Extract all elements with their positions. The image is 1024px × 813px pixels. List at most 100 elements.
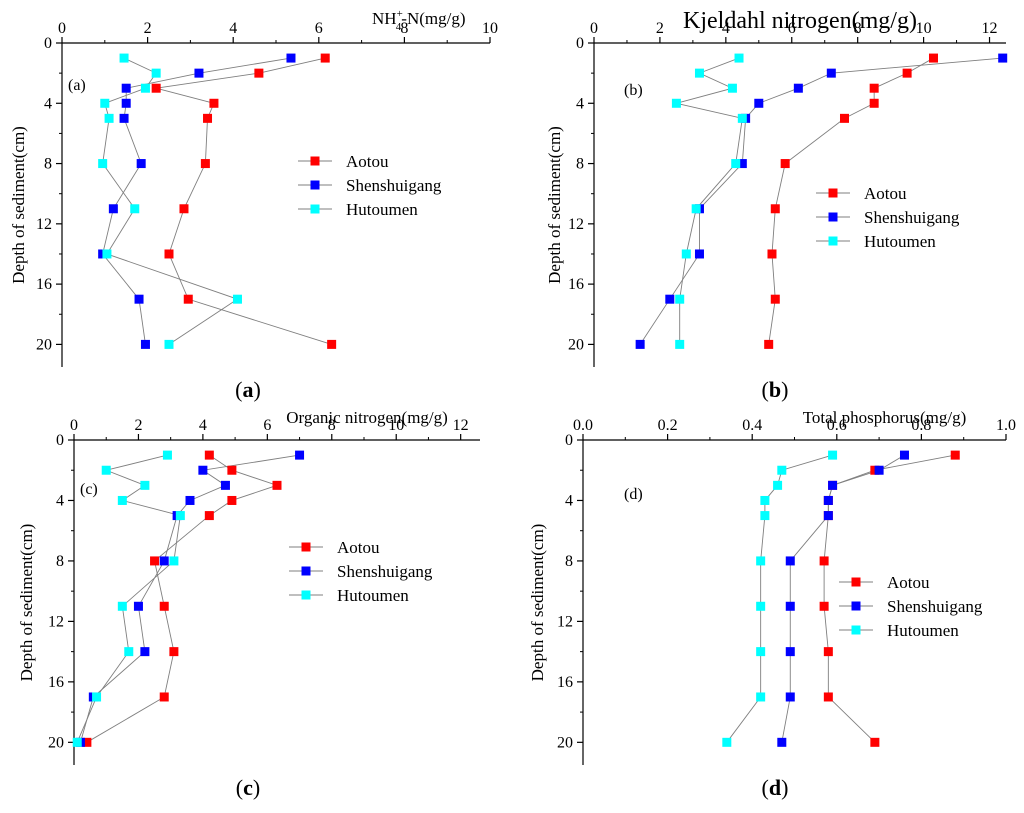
point-hutoumen: [164, 339, 174, 349]
x-tick-label: 12: [453, 417, 469, 434]
point-aotou: [870, 737, 880, 747]
point-aotou: [169, 647, 179, 657]
y-tick-label: 16: [36, 276, 52, 293]
panel-tag: (d): [624, 486, 643, 503]
point-aotou: [82, 737, 92, 747]
point-hutoumen: [117, 601, 127, 611]
legend-swatch-shenshuigang: [851, 601, 861, 611]
point-aotou: [254, 68, 264, 78]
y-tick-label: 0: [44, 35, 52, 52]
point-hutoumen: [151, 68, 161, 78]
point-shenshuigang: [136, 159, 146, 169]
y-tick-label: 12: [36, 216, 52, 233]
point-hutoumen: [731, 159, 741, 169]
y-axis-label: Depth of sediment(cm): [528, 524, 547, 682]
y-axis-label: Depth of sediment(cm): [9, 126, 28, 284]
point-aotou: [164, 249, 174, 259]
point-hutoumen: [101, 465, 111, 475]
point-aotou: [204, 450, 214, 460]
legend-label-aotou: Aotou: [346, 152, 389, 171]
panel-caption: (a): [235, 377, 261, 402]
x-tick-label: 8: [400, 20, 408, 37]
y-tick-label: 8: [565, 553, 573, 570]
series-line-shenshuigang: [80, 454, 300, 743]
point-shenshuigang: [899, 450, 909, 460]
y-tick-label: 20: [557, 734, 573, 751]
point-aotou: [770, 204, 780, 214]
point-shenshuigang: [785, 601, 795, 611]
point-hutoumen: [140, 480, 150, 490]
point-hutoumen: [727, 83, 737, 93]
y-tick-label: 12: [557, 613, 573, 630]
point-shenshuigang: [108, 204, 118, 214]
x-tick-label: 6: [315, 20, 323, 37]
y-tick-label: 16: [48, 674, 64, 691]
point-shenshuigang: [874, 465, 884, 475]
point-shenshuigang: [823, 495, 833, 505]
point-aotou: [869, 83, 879, 93]
point-aotou: [320, 53, 330, 63]
point-shenshuigang: [694, 249, 704, 259]
x-tick-label: 1.0: [996, 417, 1016, 434]
point-aotou: [227, 495, 237, 505]
point-hutoumen: [828, 450, 838, 460]
x-tick-label: 4: [722, 20, 730, 37]
point-hutoumen: [694, 68, 704, 78]
x-tick-label: 8: [328, 417, 336, 434]
point-hutoumen: [175, 511, 185, 521]
point-aotou: [819, 601, 829, 611]
point-aotou: [179, 204, 189, 214]
x-tick-label: 8: [854, 20, 862, 37]
point-hutoumen: [756, 556, 766, 566]
point-shenshuigang: [665, 294, 675, 304]
point-shenshuigang: [119, 113, 129, 123]
point-shenshuigang: [286, 53, 296, 63]
series-line-aotou: [768, 57, 934, 345]
x-tick-label: 12: [982, 20, 998, 37]
legend-swatch-hutoumen: [301, 590, 311, 600]
panel-c: 0 2 4 6 8 10 12 0 4 8 12 16 20 Organic nitrogen(mg/g)…: [17, 408, 480, 800]
legend-swatch-hutoumen: [828, 236, 838, 246]
series-line-shenshuigang: [639, 57, 1003, 345]
point-shenshuigang: [785, 692, 795, 702]
point-aotou: [200, 159, 210, 169]
x-tick-label: 6: [263, 417, 271, 434]
y-tick-label: 4: [565, 492, 573, 509]
legend-swatch-aotou: [828, 188, 838, 198]
point-hutoumen: [130, 204, 140, 214]
x-tick-label: 10: [482, 20, 498, 37]
point-aotou: [950, 450, 960, 460]
y-tick-label: 0: [565, 432, 573, 449]
point-hutoumen: [734, 53, 744, 63]
point-hutoumen: [760, 495, 770, 505]
legend-label-hutoumen: Hutoumen: [887, 621, 959, 640]
series-line-hutoumen: [726, 454, 833, 743]
x-tick-label: 0.4: [742, 417, 762, 434]
point-hutoumen: [756, 601, 766, 611]
point-hutoumen: [100, 98, 110, 108]
y-tick-label: 20: [48, 734, 64, 751]
x-tick-label: 0: [58, 20, 66, 37]
legend-swatch-shenshuigang: [301, 566, 311, 576]
point-aotou: [150, 556, 160, 566]
point-aotou: [151, 83, 161, 93]
x-tick-label: 0.2: [658, 417, 678, 434]
x-axis-title: Kjeldahl nitrogen(mg/g): [683, 8, 917, 34]
point-hutoumen: [162, 450, 172, 460]
point-hutoumen: [232, 294, 242, 304]
point-hutoumen: [671, 98, 681, 108]
point-shenshuigang: [220, 480, 230, 490]
point-hutoumen: [737, 113, 747, 123]
panel-b: 0 2 4 6 8 10 12 0 4 8 12 16 20 Kjeldahl nitrogen(mg/g…: [545, 8, 1008, 402]
legend-label-shenshuigang: Shenshuigang: [337, 562, 433, 581]
legend-swatch-shenshuigang: [310, 180, 320, 190]
point-shenshuigang: [121, 98, 131, 108]
legend-label-aotou: Aotou: [864, 184, 907, 203]
panel-d: 0.0 0.2 0.4 0.6 0.8 1.0 0 4 8 12 16 20 Total phospho…: [528, 408, 1016, 800]
point-shenshuigang: [140, 647, 150, 657]
legend-label-aotou: Aotou: [337, 538, 380, 557]
legend-label-hutoumen: Hutoumen: [864, 232, 936, 251]
x-tick-label: 0: [590, 20, 598, 37]
point-shenshuigang: [635, 339, 645, 349]
point-aotou: [272, 480, 282, 490]
